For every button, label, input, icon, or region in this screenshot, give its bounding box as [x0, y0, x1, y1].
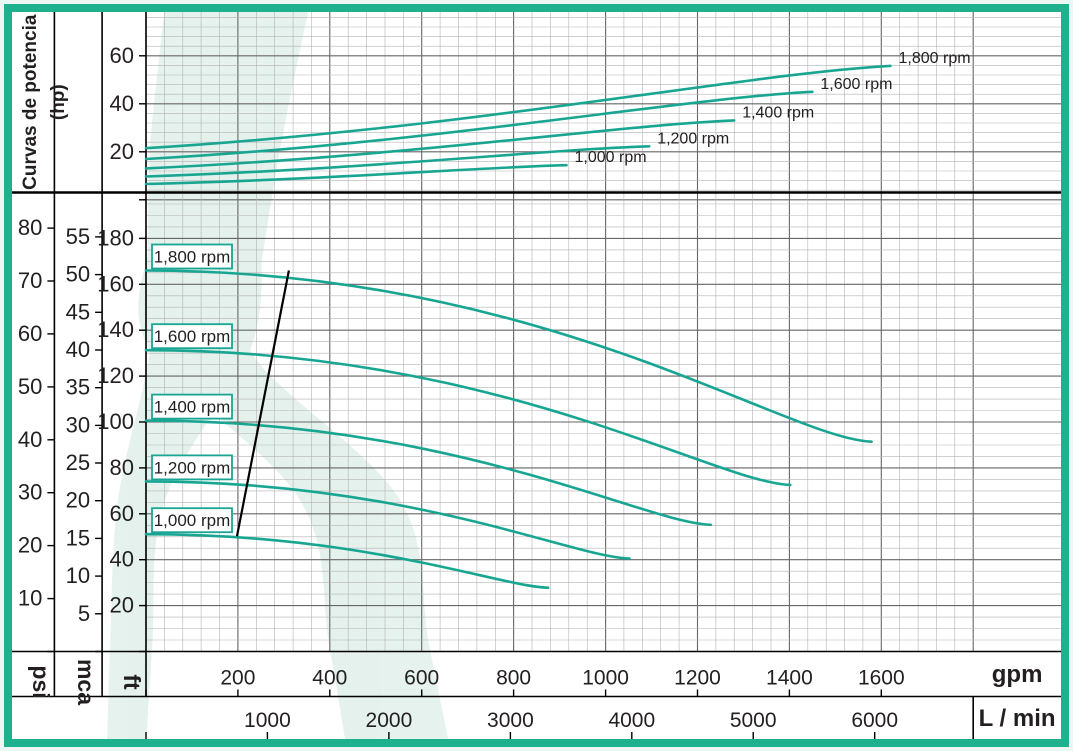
svg-text:200: 200 — [220, 667, 255, 690]
svg-text:5000: 5000 — [730, 709, 777, 732]
svg-text:15: 15 — [66, 525, 90, 550]
svg-text:30: 30 — [18, 480, 42, 505]
svg-text:140: 140 — [97, 317, 134, 342]
svg-text:Curvas de potencia: Curvas de potencia — [20, 14, 41, 190]
svg-text:800: 800 — [496, 667, 531, 690]
svg-text:60: 60 — [110, 43, 134, 68]
svg-text:ft: ft — [119, 674, 145, 690]
svg-text:1,000 rpm: 1,000 rpm — [154, 511, 231, 530]
svg-text:3000: 3000 — [487, 709, 534, 732]
svg-text:160: 160 — [97, 271, 134, 296]
svg-text:40: 40 — [18, 427, 42, 452]
svg-text:L / min: L / min — [979, 705, 1056, 732]
svg-text:1,600 rpm: 1,600 rpm — [820, 76, 892, 93]
svg-text:400: 400 — [312, 667, 347, 690]
svg-text:50: 50 — [66, 262, 90, 287]
svg-text:180: 180 — [97, 225, 134, 250]
svg-text:psi: psi — [28, 665, 54, 698]
svg-text:1,800 rpm: 1,800 rpm — [899, 50, 971, 67]
svg-text:600: 600 — [404, 667, 439, 690]
svg-text:1,200 rpm: 1,200 rpm — [154, 458, 231, 477]
svg-text:10: 10 — [18, 586, 42, 611]
svg-text:35: 35 — [66, 375, 90, 400]
svg-text:100: 100 — [97, 409, 134, 434]
svg-text:40: 40 — [66, 337, 90, 362]
svg-text:80: 80 — [18, 215, 42, 240]
svg-text:1,800 rpm: 1,800 rpm — [154, 248, 231, 267]
svg-text:1000: 1000 — [582, 667, 629, 690]
svg-text:4000: 4000 — [608, 709, 655, 732]
svg-text:25: 25 — [66, 450, 90, 475]
svg-text:1,400 rpm: 1,400 rpm — [154, 398, 231, 417]
svg-text:(hp): (hp) — [48, 84, 69, 120]
svg-text:20: 20 — [110, 139, 134, 164]
svg-text:40: 40 — [110, 91, 134, 116]
svg-text:50: 50 — [18, 374, 42, 399]
svg-text:2000: 2000 — [366, 709, 413, 732]
svg-text:1600: 1600 — [858, 667, 905, 690]
svg-text:55: 55 — [66, 224, 90, 249]
svg-text:60: 60 — [18, 321, 42, 346]
svg-text:1,400 rpm: 1,400 rpm — [742, 104, 814, 121]
svg-text:80: 80 — [110, 455, 134, 480]
svg-text:1000: 1000 — [244, 709, 291, 732]
svg-text:20: 20 — [18, 533, 42, 558]
svg-text:45: 45 — [66, 299, 90, 324]
svg-text:1,200 rpm: 1,200 rpm — [657, 130, 729, 147]
svg-text:20: 20 — [66, 488, 90, 513]
svg-text:6000: 6000 — [851, 709, 898, 732]
svg-text:gpm: gpm — [992, 661, 1043, 688]
svg-text:70: 70 — [18, 268, 42, 293]
svg-text:1,600 rpm: 1,600 rpm — [154, 327, 231, 346]
svg-text:10: 10 — [66, 563, 90, 588]
svg-text:1400: 1400 — [766, 667, 813, 690]
svg-text:5: 5 — [78, 601, 90, 626]
svg-text:20: 20 — [110, 593, 134, 618]
svg-text:1,000 rpm: 1,000 rpm — [575, 149, 647, 166]
svg-text:1200: 1200 — [674, 667, 721, 690]
svg-text:30: 30 — [66, 412, 90, 437]
svg-text:60: 60 — [110, 501, 134, 526]
svg-text:120: 120 — [97, 363, 134, 388]
svg-text:mca: mca — [73, 659, 99, 705]
svg-text:40: 40 — [110, 547, 134, 572]
